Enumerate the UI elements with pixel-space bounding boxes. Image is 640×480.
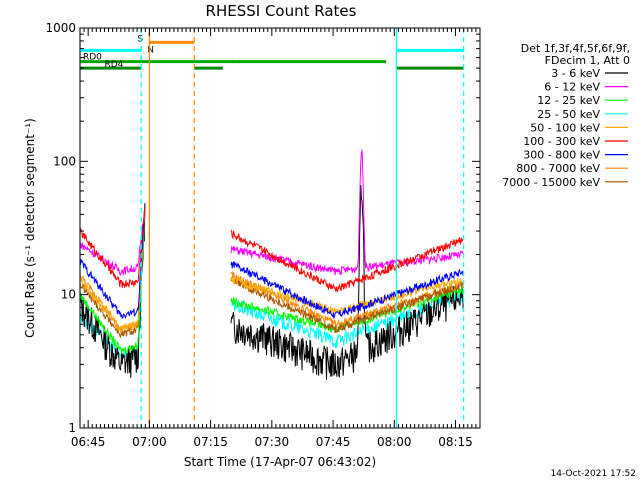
x-tick-label: 06:45	[71, 435, 106, 449]
flag-label: N	[147, 45, 154, 55]
series-line-pre-gap	[79, 212, 146, 333]
legend-entry-label: 6 - 12 keV	[544, 81, 600, 94]
x-ticks: 06:45 07:00 07:15 07:30 07:45 08:00 08:15	[71, 28, 481, 449]
chart-title: RHESSI Count Rates	[206, 2, 357, 20]
series-line-post-gap	[230, 185, 464, 380]
series-line-pre-gap	[79, 212, 146, 334]
flag-label: RD0	[83, 53, 102, 63]
flag-label: S	[137, 34, 143, 44]
series-layer	[79, 149, 464, 380]
y-tick-label: 1000	[45, 21, 76, 35]
y-axis-label: Count Rate (s⁻¹ detector segment⁻¹)	[23, 118, 37, 338]
y-tick-label: 100	[53, 154, 76, 168]
legend-entry-label: 100 - 300 keV	[523, 135, 600, 148]
series-line-post-gap	[230, 229, 464, 293]
y-ticks: 1 10 100 1000	[45, 21, 480, 435]
series-line-pre-gap	[79, 208, 146, 276]
legend-entry-label: 3 - 6 keV	[551, 67, 600, 80]
legend-entry-label: 12 - 25 keV	[537, 94, 600, 107]
series-line-post-gap	[230, 149, 464, 276]
legend-header-line-2: FDecim 1, Att 0	[545, 54, 630, 67]
legend-entry-label: 300 - 800 keV	[523, 149, 600, 162]
legend-entry-label: 25 - 50 keV	[537, 108, 600, 121]
y-tick-label: 1	[68, 421, 76, 435]
series-line-pre-gap	[79, 203, 146, 378]
x-tick-label: 07:30	[255, 435, 290, 449]
series-line-post-gap	[230, 276, 464, 334]
series-line-post-gap	[230, 261, 464, 320]
x-axis-label: Start Time (17-Apr-07 06:43:02)	[184, 455, 376, 469]
plot-frame	[79, 27, 481, 429]
flag-label: RD4	[104, 60, 123, 70]
legend-entry-label: 7000 - 15000 keV	[502, 176, 600, 189]
timestamp: 14-Oct-2021 17:52	[551, 469, 636, 479]
series-line-pre-gap	[79, 210, 146, 355]
legend: Det 1f,3f,4f,5f,6f,9f, FDecim 1, Att 0 3…	[502, 42, 630, 189]
series-line-pre-gap	[79, 207, 146, 289]
y-tick-label: 10	[61, 288, 76, 302]
x-tick-label: 07:45	[316, 435, 351, 449]
x-tick-label: 08:15	[438, 435, 473, 449]
x-tick-label: 07:15	[193, 435, 228, 449]
x-tick-label: 07:00	[132, 435, 167, 449]
legend-header-line-1: Det 1f,3f,4f,5f,6f,9f,	[521, 42, 630, 55]
x-tick-label: 08:00	[377, 435, 412, 449]
series-line-pre-gap	[79, 206, 146, 320]
legend-entry-label: 50 - 100 keV	[530, 121, 600, 134]
legend-entry-label: 800 - 7000 keV	[516, 162, 600, 175]
